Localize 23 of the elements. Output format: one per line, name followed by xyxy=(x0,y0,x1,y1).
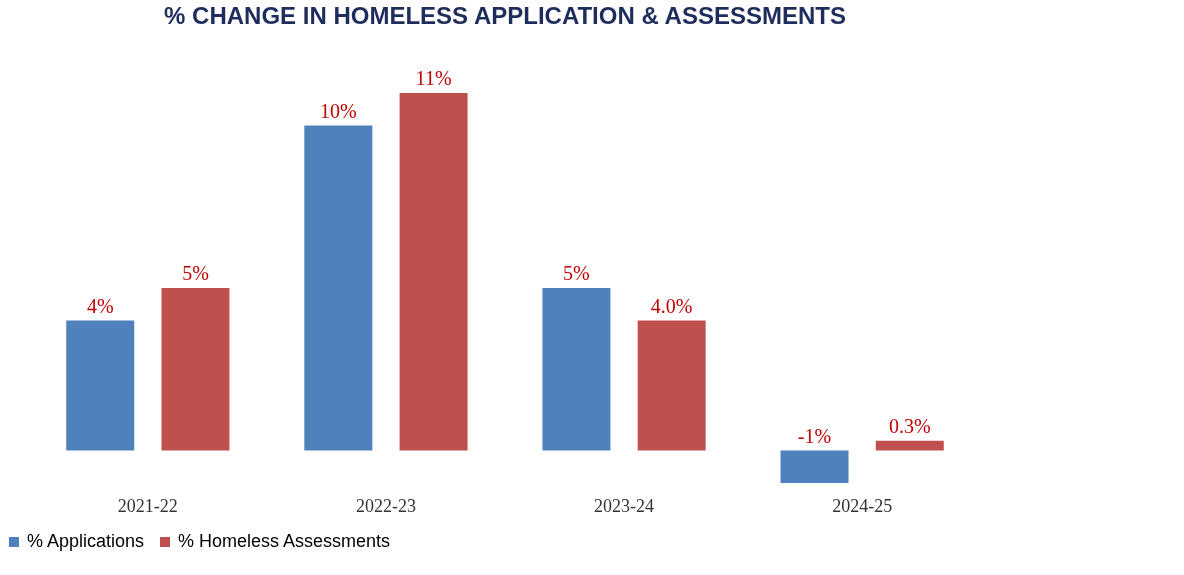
bar xyxy=(637,320,706,451)
bar xyxy=(399,93,468,451)
data-label: 5% xyxy=(563,262,590,284)
bar xyxy=(304,125,373,451)
x-tick-label: 2023-24 xyxy=(594,495,655,516)
legend-label: % Applications xyxy=(27,531,145,551)
bar xyxy=(66,320,135,451)
chart-title: % CHANGE IN HOMELESS APPLICATION & ASSESSMENTS xyxy=(164,2,846,29)
bar xyxy=(161,288,230,451)
legend-label: % Homeless Assessments xyxy=(178,531,391,551)
bar xyxy=(875,440,944,451)
x-tick-label: 2024-25 xyxy=(832,495,893,516)
data-label: 5% xyxy=(182,262,209,284)
data-label: 10% xyxy=(320,99,357,122)
data-label: 4% xyxy=(86,294,114,317)
data-label: 0.3% xyxy=(888,414,931,437)
bar xyxy=(780,450,849,483)
bar xyxy=(542,288,611,451)
x-tick-label: 2022-23 xyxy=(355,495,416,516)
data-label: 11% xyxy=(415,67,452,89)
x-tick-label: 2021-22 xyxy=(117,495,178,516)
data-label: 4.0% xyxy=(650,294,693,317)
data-label: -1% xyxy=(797,424,832,447)
